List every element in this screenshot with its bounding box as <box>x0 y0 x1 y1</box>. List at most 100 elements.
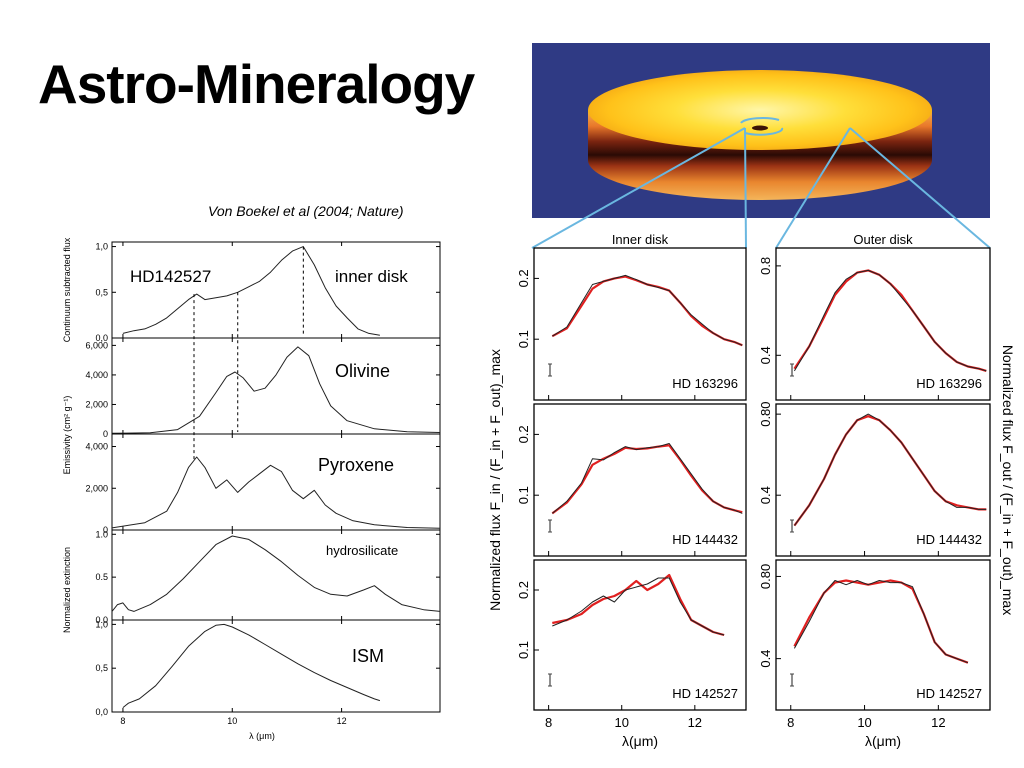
slide-title: Astro-Mineralogy <box>38 53 475 115</box>
y-tick-label: 4,000 <box>85 370 108 380</box>
connector-outer-right <box>849 127 991 249</box>
y-axis-label: Continuum subtracted flux <box>62 237 72 342</box>
right-disk-plots: Inner disk 0.1 0.2 HD 163296 0.1 0.2 HD 144432… <box>487 232 1016 749</box>
disk-illustration <box>532 43 990 218</box>
panel-frame <box>111 337 441 435</box>
disk-center-hole <box>752 125 768 131</box>
panel-label: ISM <box>352 646 384 666</box>
x-tick-label: 10 <box>614 715 628 730</box>
panel-inner-hd-142527: 0.1 0.2 HD 142527 <box>516 559 747 711</box>
star-label: HD 144432 <box>916 532 982 547</box>
panel-pyroxene: 4,000 2,000 0 Pyroxene <box>85 433 441 535</box>
observed-line <box>552 274 743 346</box>
y-tick-label: 1,0 <box>95 619 108 629</box>
panel-frame <box>775 403 991 557</box>
y-axis-label: Emissivity (cm² g⁻¹) <box>62 396 72 475</box>
y-tick-label: 0.80 <box>758 564 773 589</box>
panel-inner-hd-163296: 0.1 0.2 HD 163296 <box>516 247 747 401</box>
panel-ism: 1,0 0,5 0,0 ISM <box>95 619 441 717</box>
y-tick-label: 0 <box>103 525 108 535</box>
y-tick-label: 4,000 <box>85 442 108 452</box>
x-axis-label: λ(μm) <box>622 733 658 749</box>
left-stacked-plots: 1,0 0,5 0,0 HD142527 6,000 4,000 2,000 0 Olivine… <box>62 237 441 741</box>
spectrum-line <box>111 535 441 612</box>
panel-label: Olivine <box>335 361 390 381</box>
connector-lines <box>531 127 991 249</box>
observed-line <box>552 577 725 636</box>
y-axis-label: Normalized extinction <box>62 547 72 633</box>
connector-inner-right <box>744 127 747 249</box>
panel-inner-hd-144432: 0.1 0.2 HD 144432 <box>516 403 747 557</box>
panel-frame <box>111 619 441 713</box>
spectrum-line <box>111 456 441 529</box>
citation: Von Boekel et al (2004; Nature) <box>208 203 404 219</box>
y-tick-label: 0.1 <box>516 486 531 504</box>
panel-hydrosilicate: 1.0 0.5 0.0 hydrosilicate <box>95 529 441 625</box>
panel-frame <box>111 433 441 531</box>
column-title: Inner disk <box>612 232 669 247</box>
disk-surface <box>588 70 932 150</box>
y-tick-label: 1,0 <box>95 242 108 252</box>
star-label: HD 163296 <box>916 376 982 391</box>
observed-line <box>551 443 743 514</box>
y-tick-label: 0.2 <box>516 425 531 443</box>
x-axis-label: λ (μm) <box>249 731 275 741</box>
y-tick-label: 0,0 <box>95 333 108 343</box>
y-tick-label: 6,000 <box>85 340 108 350</box>
y-axis-label-inner: Normalized flux F_in / (F_in + F_out)_ma… <box>487 349 503 611</box>
y-tick-label: 0,0 <box>95 707 108 717</box>
spectrum-line <box>122 246 380 336</box>
panel-olivine: 6,000 4,000 2,000 0 Olivine <box>85 337 441 439</box>
panel-label: hydrosilicate <box>326 543 398 558</box>
y-tick-label: 2,000 <box>85 399 108 409</box>
spectrum-line <box>111 346 441 434</box>
y-tick-label: 0.8 <box>758 257 773 275</box>
y-tick-label: 0.0 <box>95 615 108 625</box>
panel-label: Pyroxene <box>318 455 394 475</box>
star-label: HD 144432 <box>672 532 738 547</box>
x-tick-label: 10 <box>227 716 237 726</box>
y-tick-label: 1.0 <box>95 529 108 539</box>
column-title: Outer disk <box>853 232 913 247</box>
panel-frame <box>775 247 991 401</box>
y-tick-label: 0.4 <box>758 650 773 668</box>
y-tick-label: 0.2 <box>516 269 531 287</box>
observed-line <box>793 580 969 664</box>
y-axis-label-outer: Normalized flux F_out / (F_in + F_out)_m… <box>1000 345 1016 615</box>
x-tick-label: 12 <box>337 716 347 726</box>
x-tick-label: 8 <box>120 716 125 726</box>
y-tick-label: 0 <box>103 429 108 439</box>
y-tick-label: 0.1 <box>516 641 531 659</box>
y-tick-label: 0.5 <box>95 572 108 582</box>
x-tick-label: 12 <box>931 715 945 730</box>
panel-frame <box>775 559 991 711</box>
panel-outer-hd-163296: 0.4 0.8 HD 163296 <box>758 247 991 401</box>
y-tick-label: 0,5 <box>95 663 108 673</box>
panel-label: HD142527 <box>130 267 211 286</box>
x-tick-label: 8 <box>787 715 794 730</box>
star-label: HD 142527 <box>672 686 738 701</box>
y-tick-label: 0.4 <box>758 346 773 364</box>
connector-outer-left <box>775 127 851 249</box>
y-tick-label: 0.2 <box>516 581 531 599</box>
panel-frame <box>533 403 747 557</box>
panel-frame <box>111 241 441 339</box>
y-tick-label: 0.80 <box>758 401 773 426</box>
connector-inner-left <box>531 127 746 249</box>
observed-line <box>793 269 987 372</box>
y-tick-label: 0,5 <box>95 287 108 297</box>
panel-outer-hd-144432: 0.4 0.80 HD 144432 <box>758 401 991 557</box>
x-axis-label: λ(μm) <box>865 733 901 749</box>
x-tick-label: 10 <box>857 715 871 730</box>
star-label: HD 142527 <box>916 686 982 701</box>
x-tick-label: 8 <box>545 715 552 730</box>
y-tick-label: 0.4 <box>758 486 773 504</box>
panel-outer-hd-142527: 0.4 0.80 HD 142527 <box>758 559 991 711</box>
panel-hd142527-continuum: 1,0 0,5 0,0 HD142527 <box>95 241 441 343</box>
inner-ring-marker <box>740 117 780 124</box>
x-tick-label: 12 <box>688 715 702 730</box>
panel-annotation: inner disk <box>335 267 408 286</box>
y-tick-label: 2,000 <box>85 483 108 493</box>
spectrum-line <box>122 623 381 708</box>
